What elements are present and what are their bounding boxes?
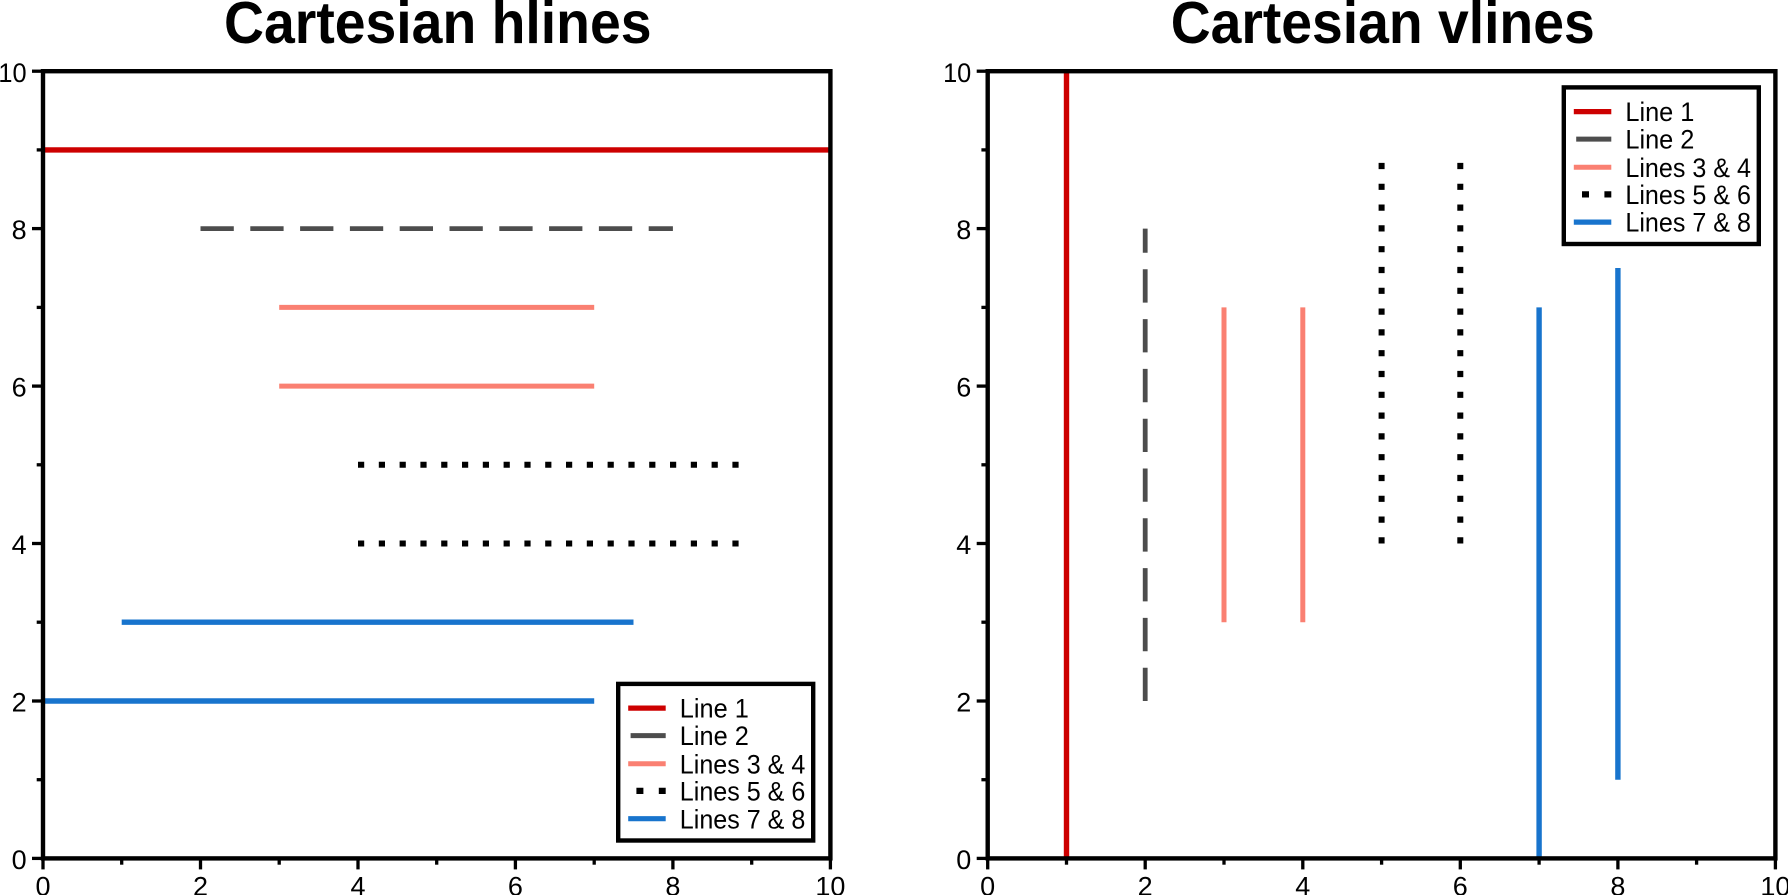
svg-text:4: 4	[350, 871, 365, 895]
svg-text:Line 2: Line 2	[1625, 125, 1694, 155]
svg-text:Lines 7 & 8: Lines 7 & 8	[1625, 208, 1751, 238]
svg-text:Lines 5 & 6: Lines 5 & 6	[680, 777, 806, 807]
svg-text:8: 8	[1610, 871, 1625, 895]
svg-text:2: 2	[1138, 871, 1153, 895]
svg-text:8: 8	[12, 215, 27, 245]
svg-text:Line 2: Line 2	[680, 721, 749, 751]
svg-text:0: 0	[35, 871, 50, 895]
svg-text:Cartesian vlines: Cartesian vlines	[1171, 0, 1595, 56]
svg-text:10: 10	[1760, 871, 1788, 895]
svg-text:Lines 3 & 4: Lines 3 & 4	[1625, 153, 1751, 183]
svg-text:2: 2	[12, 688, 27, 718]
svg-text:6: 6	[508, 871, 523, 895]
svg-text:6: 6	[1453, 871, 1468, 895]
svg-text:Lines 7 & 8: Lines 7 & 8	[680, 804, 806, 834]
svg-text:6: 6	[956, 373, 971, 403]
svg-text:0: 0	[12, 845, 27, 875]
svg-text:0: 0	[980, 871, 995, 895]
svg-text:Cartesian hlines: Cartesian hlines	[224, 0, 652, 56]
svg-text:10: 10	[0, 58, 27, 88]
svg-text:8: 8	[665, 871, 680, 895]
svg-text:Lines 3 & 4: Lines 3 & 4	[680, 749, 806, 779]
svg-text:4: 4	[956, 530, 971, 560]
svg-text:Line 1: Line 1	[680, 694, 749, 724]
svg-text:2: 2	[956, 688, 971, 718]
svg-text:6: 6	[12, 373, 27, 403]
svg-text:4: 4	[12, 530, 27, 560]
svg-text:4: 4	[1295, 871, 1310, 895]
svg-text:0: 0	[956, 845, 971, 875]
svg-text:Lines 5 & 6: Lines 5 & 6	[1625, 180, 1751, 210]
svg-text:Line 1: Line 1	[1625, 97, 1694, 127]
svg-text:8: 8	[956, 215, 971, 245]
svg-text:2: 2	[193, 871, 208, 895]
svg-text:10: 10	[815, 871, 845, 895]
svg-text:10: 10	[943, 58, 971, 88]
